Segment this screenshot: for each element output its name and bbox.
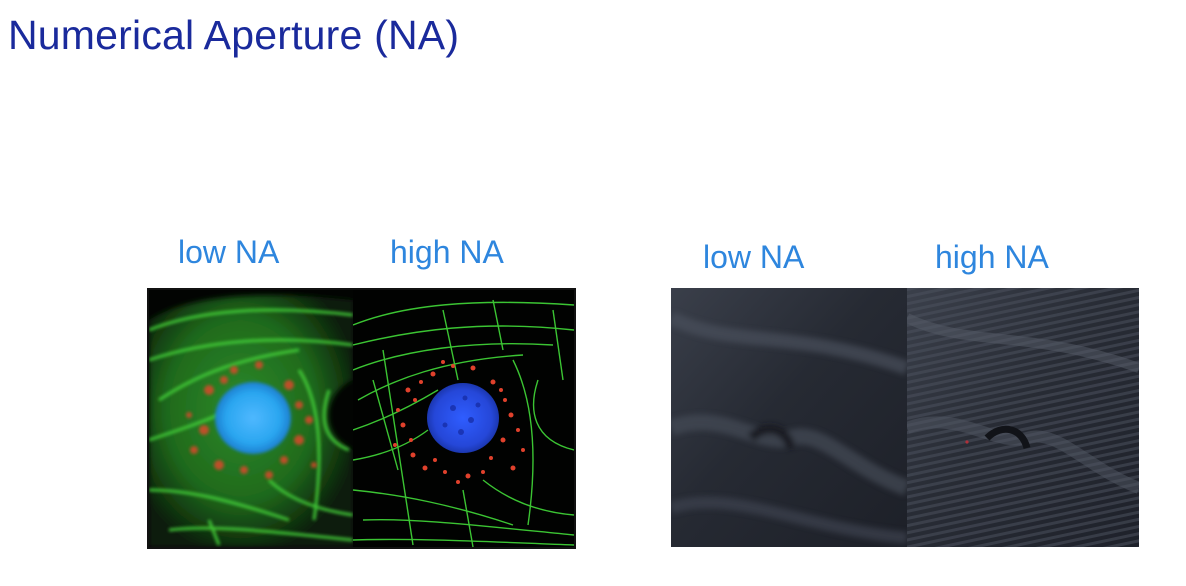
cell-image-low-na bbox=[149, 290, 353, 547]
slide-title: Numerical Aperture (NA) bbox=[8, 12, 460, 58]
right-low-na-label: low NA bbox=[703, 239, 805, 275]
left-low-na-label: low NA bbox=[178, 234, 280, 270]
cell-image-high-na bbox=[353, 290, 574, 547]
fabric-image-low-na bbox=[671, 288, 907, 547]
cell-image-comparison bbox=[147, 288, 576, 549]
left-high-na-label: high NA bbox=[390, 234, 504, 270]
right-high-na-label: high NA bbox=[935, 239, 1049, 275]
fabric-image-high-na bbox=[907, 288, 1139, 547]
